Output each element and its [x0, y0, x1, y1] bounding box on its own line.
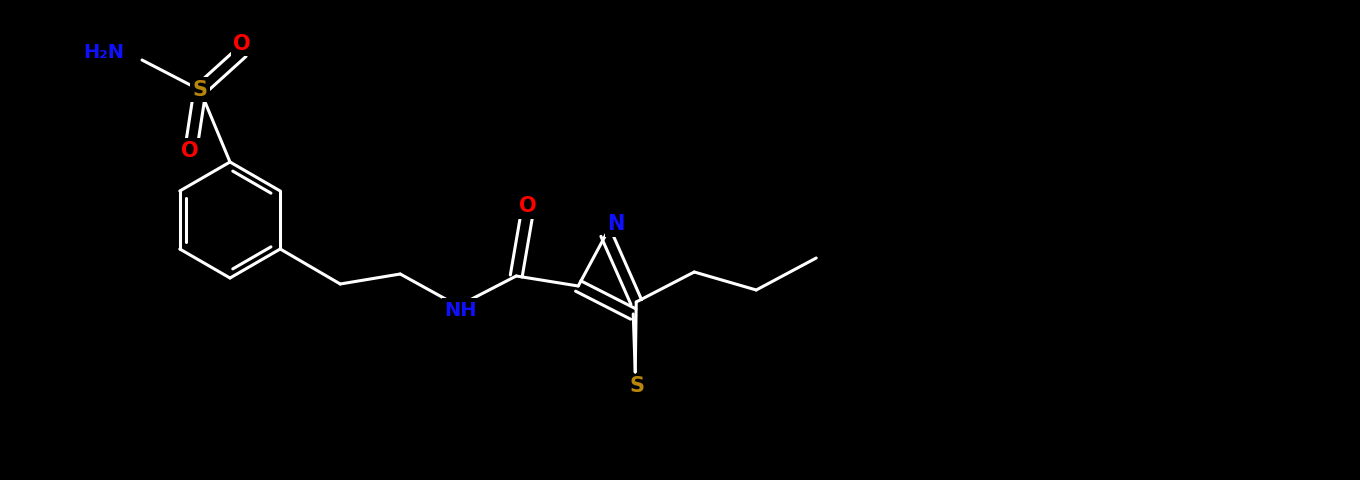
Text: O: O: [181, 141, 199, 161]
Text: O: O: [520, 196, 537, 216]
Text: S: S: [630, 376, 645, 396]
Text: NH: NH: [443, 300, 476, 320]
Text: O: O: [233, 34, 250, 54]
Text: N: N: [608, 214, 624, 234]
Text: H₂N: H₂N: [83, 43, 124, 61]
Text: S: S: [193, 80, 208, 100]
